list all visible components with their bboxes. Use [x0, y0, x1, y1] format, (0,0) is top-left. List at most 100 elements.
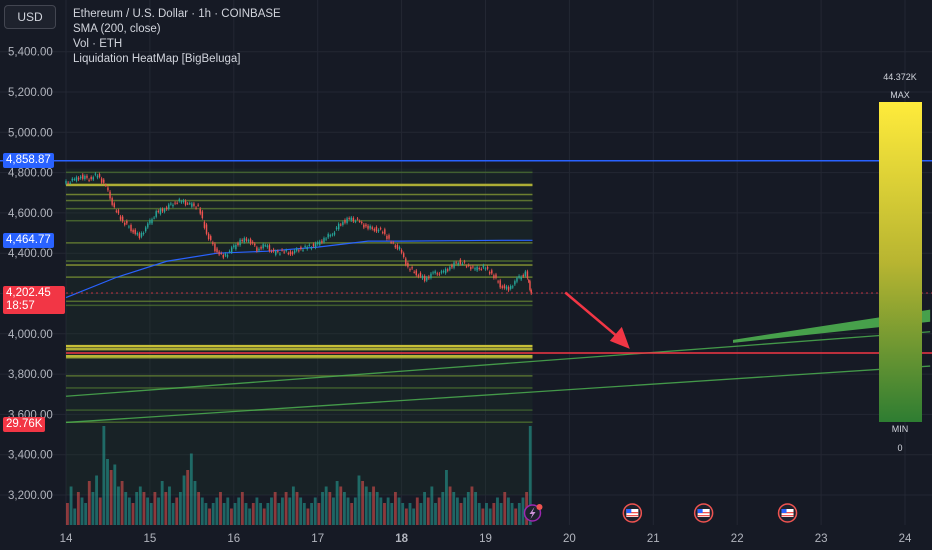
indicator-volume[interactable]: Vol · ETH	[73, 38, 123, 50]
volume-bar	[277, 503, 281, 525]
candle-body	[264, 245, 266, 247]
candle-body	[438, 273, 441, 275]
candle-body	[117, 210, 120, 214]
candle-body	[189, 203, 191, 205]
candle-countdown: 18:57	[6, 300, 35, 312]
volume-bar	[117, 486, 120, 525]
candle-body	[484, 268, 487, 270]
volume-bar	[521, 497, 525, 525]
candle-body	[254, 243, 256, 246]
candle-body	[86, 175, 88, 178]
blue-level-price-tag: 4,858.87	[3, 153, 54, 168]
candle-body	[212, 242, 214, 245]
candle-body	[526, 271, 529, 279]
candle-body	[421, 276, 424, 279]
volume-bar	[80, 497, 84, 525]
y-tick-label: 3,800.00	[8, 369, 53, 381]
candle-body	[499, 280, 501, 288]
heatmap-legend-bar	[879, 102, 922, 422]
liquidation-band	[66, 387, 533, 389]
volume-bar	[397, 497, 401, 525]
volume-bar	[448, 486, 452, 525]
volume-bar	[113, 464, 117, 525]
volume-bar	[211, 503, 215, 525]
candle-body	[367, 225, 369, 229]
candle-body	[390, 242, 392, 244]
volume-bar	[281, 497, 284, 525]
candle-body	[201, 211, 204, 219]
candle-body	[186, 203, 189, 205]
candle-body	[501, 286, 504, 288]
candle-body	[304, 245, 306, 247]
candle-body	[377, 229, 380, 232]
x-tick-label: 15	[144, 533, 157, 545]
candle-body	[178, 199, 180, 202]
candle-body	[505, 286, 508, 289]
candle-body	[153, 217, 155, 219]
candle-body	[308, 244, 311, 246]
candle-body	[275, 251, 277, 255]
trend-line	[65, 331, 931, 397]
candle-body	[527, 280, 530, 282]
candle-body	[155, 211, 157, 217]
candle-body	[316, 242, 319, 245]
volume-bar	[237, 497, 241, 525]
liquidation-band	[66, 276, 533, 278]
volume-bar	[69, 486, 73, 525]
liquidation-band	[66, 219, 533, 222]
volume-bar	[153, 492, 157, 525]
candle-body	[323, 238, 325, 243]
volume-bar	[73, 508, 77, 525]
candle-body	[260, 246, 262, 249]
candle-body	[191, 203, 193, 207]
volume-bar	[445, 470, 448, 525]
candle-body	[163, 209, 166, 212]
volume-bar	[401, 503, 405, 525]
candle-body	[115, 210, 118, 212]
volume-bar	[288, 497, 292, 525]
candle-body	[354, 221, 357, 223]
candle-body	[256, 247, 258, 252]
volume-bar	[346, 497, 350, 525]
candle-body	[218, 251, 220, 255]
candle-body	[291, 252, 294, 255]
candle-body	[136, 233, 139, 235]
symbol-title[interactable]: Ethereum / U.S. Dollar · 1h · COINBASE	[73, 8, 281, 20]
candle-body	[65, 180, 67, 184]
candle-body	[262, 244, 264, 249]
volume-bar	[488, 508, 492, 525]
candle-body	[434, 271, 436, 274]
candle-body	[432, 272, 434, 274]
candle-body	[363, 224, 365, 228]
candle-body	[314, 243, 317, 248]
liquidation-band	[66, 264, 533, 266]
volume-bar	[146, 497, 150, 525]
candle-body	[103, 179, 105, 183]
candle-body	[151, 219, 153, 224]
candle-body	[220, 253, 222, 255]
volume-bar	[419, 503, 423, 525]
currency-button[interactable]: USD	[4, 5, 56, 29]
sma-price-tag: 4,464.77	[3, 233, 54, 248]
indicator-sma[interactable]: SMA (200, close)	[73, 23, 161, 35]
liquidation-band	[66, 193, 533, 196]
candle-body	[241, 239, 243, 242]
volume-bar	[76, 492, 80, 525]
candle-body	[413, 271, 415, 273]
candle-body	[350, 217, 352, 221]
candle-body	[495, 274, 497, 278]
x-tick-label: 23	[815, 533, 828, 545]
candle-body	[522, 275, 524, 277]
candle-body	[124, 222, 126, 225]
liquidation-heatmap-bands	[66, 168, 533, 495]
candle-body	[333, 232, 336, 235]
candle-body	[130, 225, 132, 232]
volume-bar	[244, 503, 248, 525]
indicator-heatmap[interactable]: Liquidation HeatMap [BigBeluga]	[73, 53, 241, 65]
volume-bar	[138, 486, 142, 525]
y-tick-label: 4,000.00	[8, 329, 53, 341]
candle-body	[512, 286, 514, 288]
candle-body	[419, 272, 422, 277]
candle-body	[405, 258, 407, 265]
